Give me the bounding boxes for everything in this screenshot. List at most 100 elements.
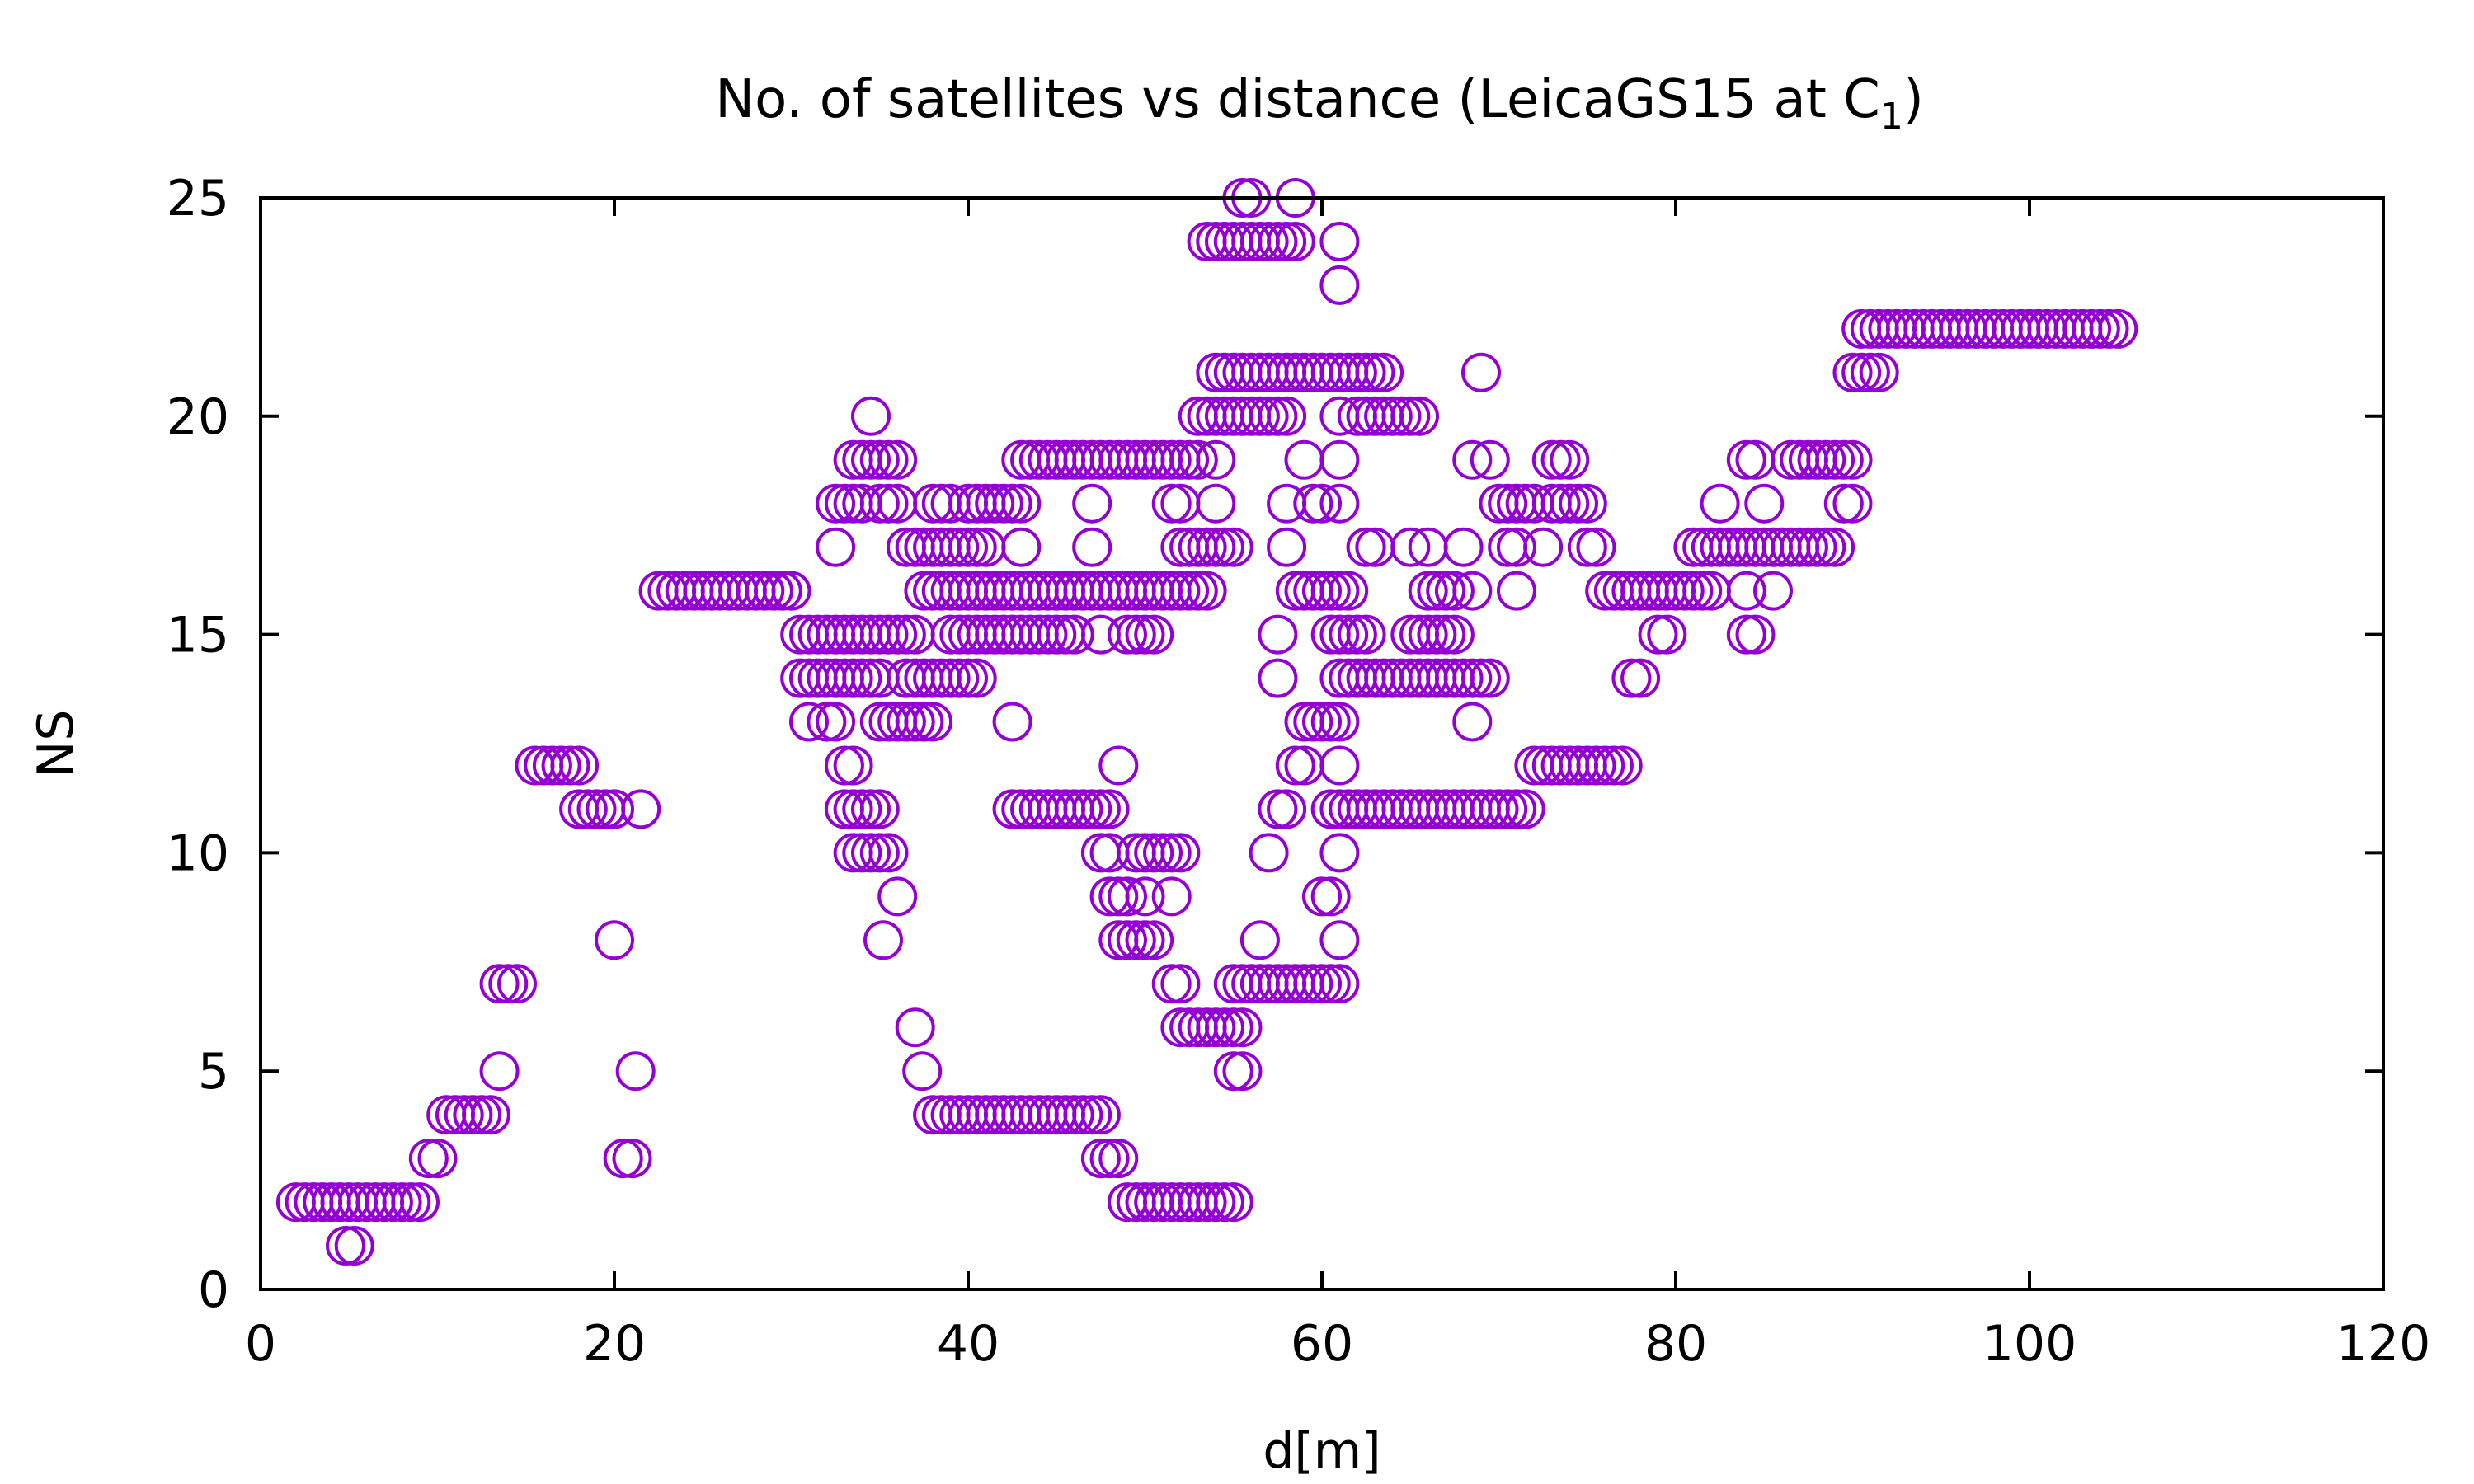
data-point [851, 439, 891, 480]
data-point [1310, 702, 1351, 742]
data-point [1461, 658, 1501, 698]
data-point [1196, 1007, 1236, 1048]
data-point [886, 614, 926, 655]
data-point [1080, 1095, 1121, 1135]
y-tick-label: 10 [167, 824, 229, 882]
chart-title-subscript: 1 [1880, 96, 1903, 138]
plot-frame [259, 196, 2385, 1291]
data-point [930, 658, 971, 698]
data-point [1001, 483, 1042, 524]
data-point [992, 483, 1032, 524]
data-point [1797, 527, 1837, 567]
data-point [1125, 920, 1165, 960]
data-point [1267, 527, 1307, 567]
data-point [886, 702, 926, 742]
data-point [1417, 614, 1457, 655]
data-point [1169, 571, 1210, 611]
data-point [877, 439, 918, 480]
data-point [1151, 483, 1192, 524]
data-point [859, 439, 900, 480]
data-point [1134, 920, 1174, 960]
data-point [948, 527, 988, 567]
data-point [1178, 571, 1218, 611]
data-point [1806, 439, 1846, 480]
data-point [807, 702, 847, 742]
data-point [1196, 483, 1236, 524]
data-point [1098, 745, 1139, 786]
data-point [612, 1139, 652, 1179]
data-point [1611, 658, 1652, 698]
x-axis-label: d[m] [1263, 1422, 1380, 1480]
data-point [1488, 483, 1528, 524]
data-point [754, 571, 793, 611]
data-point [1753, 571, 1793, 611]
data-point [1151, 964, 1192, 1004]
data-point [1222, 1007, 1263, 1048]
data-point [1258, 614, 1298, 655]
x-tick-label: 120 [2336, 1315, 2431, 1373]
data-point [1497, 571, 1536, 611]
data-point [789, 702, 829, 742]
data-point [1160, 964, 1201, 1004]
data-point [1426, 614, 1466, 655]
points-layer [275, 178, 2138, 1266]
y-tick-label: 5 [198, 1043, 229, 1101]
data-point [816, 483, 856, 524]
data-point [1859, 352, 1899, 392]
data-point [1408, 527, 1448, 567]
data-point [895, 702, 935, 742]
data-point [1151, 439, 1192, 480]
data-point [1205, 527, 1244, 567]
y-axis-label: NS [27, 710, 85, 778]
data-point [1258, 658, 1298, 698]
data-point [1302, 964, 1342, 1004]
data-point [1806, 527, 1846, 567]
data-point [1258, 222, 1298, 261]
data-point [1302, 571, 1342, 611]
data-point [1028, 614, 1068, 655]
data-point [1302, 876, 1342, 917]
data-point [824, 745, 864, 786]
data-point [851, 789, 891, 829]
chart-title: No. of satellites vs distance (LeicaGS15… [715, 69, 1924, 138]
data-point [1284, 439, 1324, 480]
x-tick-label: 40 [937, 1315, 999, 1373]
data-point [1151, 876, 1192, 917]
data-point [1841, 352, 1882, 392]
data-point [1196, 527, 1236, 567]
data-point [939, 527, 980, 567]
data-point [1452, 702, 1493, 742]
data-point [851, 833, 891, 873]
data-point [1205, 1182, 1244, 1223]
data-point [1275, 222, 1315, 261]
data-point [1310, 571, 1351, 611]
x-tick-label: 60 [1291, 1315, 1353, 1373]
data-point [1080, 789, 1121, 829]
data-point [992, 702, 1032, 742]
data-point [1364, 352, 1404, 392]
x-tick-label: 20 [583, 1315, 646, 1373]
data-point [1567, 483, 1607, 524]
data-point [1258, 789, 1298, 829]
data-point [1072, 483, 1112, 524]
data-point [1063, 1095, 1103, 1135]
x-tick-label: 100 [1982, 1315, 2077, 1373]
data-point [1319, 483, 1360, 524]
data-point [1108, 920, 1147, 960]
data-point [1355, 352, 1395, 392]
data-point [1116, 614, 1156, 655]
data-point [1726, 614, 1766, 655]
data-point [1346, 352, 1386, 392]
data-point [1116, 920, 1156, 960]
data-point [1160, 483, 1201, 524]
data-point [1187, 1182, 1227, 1223]
data-point [1850, 352, 1890, 392]
data-point [1540, 483, 1581, 524]
data-point [868, 614, 909, 655]
data-point [1293, 964, 1333, 1004]
y-tick-label: 0 [198, 1261, 229, 1319]
data-point [1125, 614, 1165, 655]
data-point [842, 789, 882, 829]
y-tick-label: 25 [167, 170, 229, 228]
data-point [1550, 439, 1590, 480]
